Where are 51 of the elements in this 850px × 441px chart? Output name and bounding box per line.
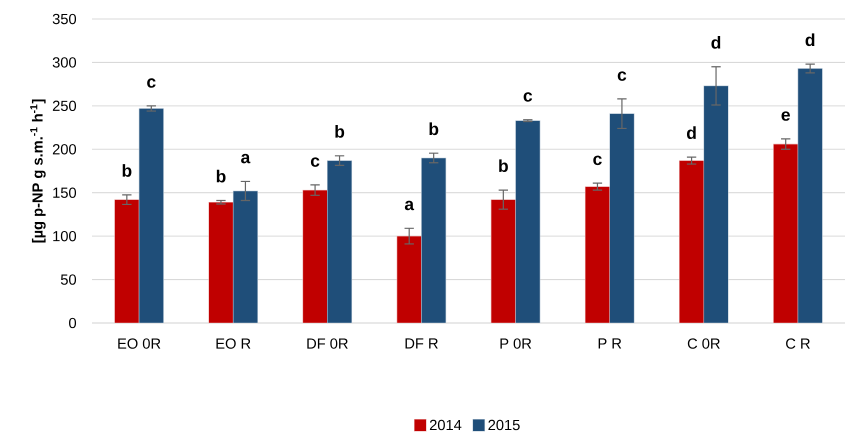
bar [114, 199, 140, 323]
x-tick-label: P 0R [500, 338, 532, 349]
annotation: d [711, 36, 720, 49]
y-tick-label: 150 [53, 188, 76, 198]
legend-label: 2015 [488, 420, 520, 430]
bar [421, 158, 446, 323]
bar [232, 190, 258, 323]
annotation: b [430, 122, 438, 136]
x-tick-label: C R [786, 338, 810, 349]
annotation: c [147, 78, 156, 88]
annotation: a [241, 154, 250, 164]
bar [609, 113, 634, 323]
bar [584, 186, 610, 323]
bar [138, 108, 164, 323]
annotation: a [404, 200, 414, 210]
x-tick-label: EO 0R [118, 338, 160, 349]
y-tick-label: 100 [53, 230, 76, 242]
annotation: b [122, 164, 132, 177]
annotation: b [216, 170, 226, 182]
bar [704, 86, 729, 323]
annotation: d [686, 126, 696, 140]
annotation: b [499, 159, 508, 172]
x-tick-label: P R [598, 338, 622, 348]
annotation: c [593, 156, 602, 166]
y-axis-title: [µg p-NP g s.m.$^{-1}$ h$^{-1}$] [30, 100, 46, 242]
bar [515, 120, 540, 323]
y-tick-label: 50 [60, 274, 76, 285]
annotation: b [335, 125, 344, 138]
bar [798, 68, 823, 323]
annotation: c [618, 71, 626, 81]
y-tick-label: 250 [52, 100, 76, 112]
y-tick-label: 200 [52, 144, 76, 154]
annotation: c [524, 92, 532, 102]
annotation: d [806, 33, 814, 46]
annotation: c [310, 157, 320, 167]
x-tick-label: C 0R [688, 338, 720, 349]
bar [396, 236, 422, 323]
y-tick-label: 350 [52, 14, 76, 24]
annotation: e [782, 111, 790, 121]
y-tick-label: 0 [69, 318, 76, 328]
bar [773, 144, 798, 323]
legend-label: 2014 [430, 420, 462, 430]
x-tick-label: DF R [406, 338, 438, 348]
bar [302, 190, 328, 323]
bar [208, 202, 234, 323]
x-tick-label: DF 0R [307, 338, 348, 349]
x-tick-label: EO R [216, 338, 250, 349]
y-tick-label: 300 [52, 57, 76, 68]
bar [327, 160, 352, 323]
bar [679, 160, 704, 323]
bar [490, 199, 516, 323]
